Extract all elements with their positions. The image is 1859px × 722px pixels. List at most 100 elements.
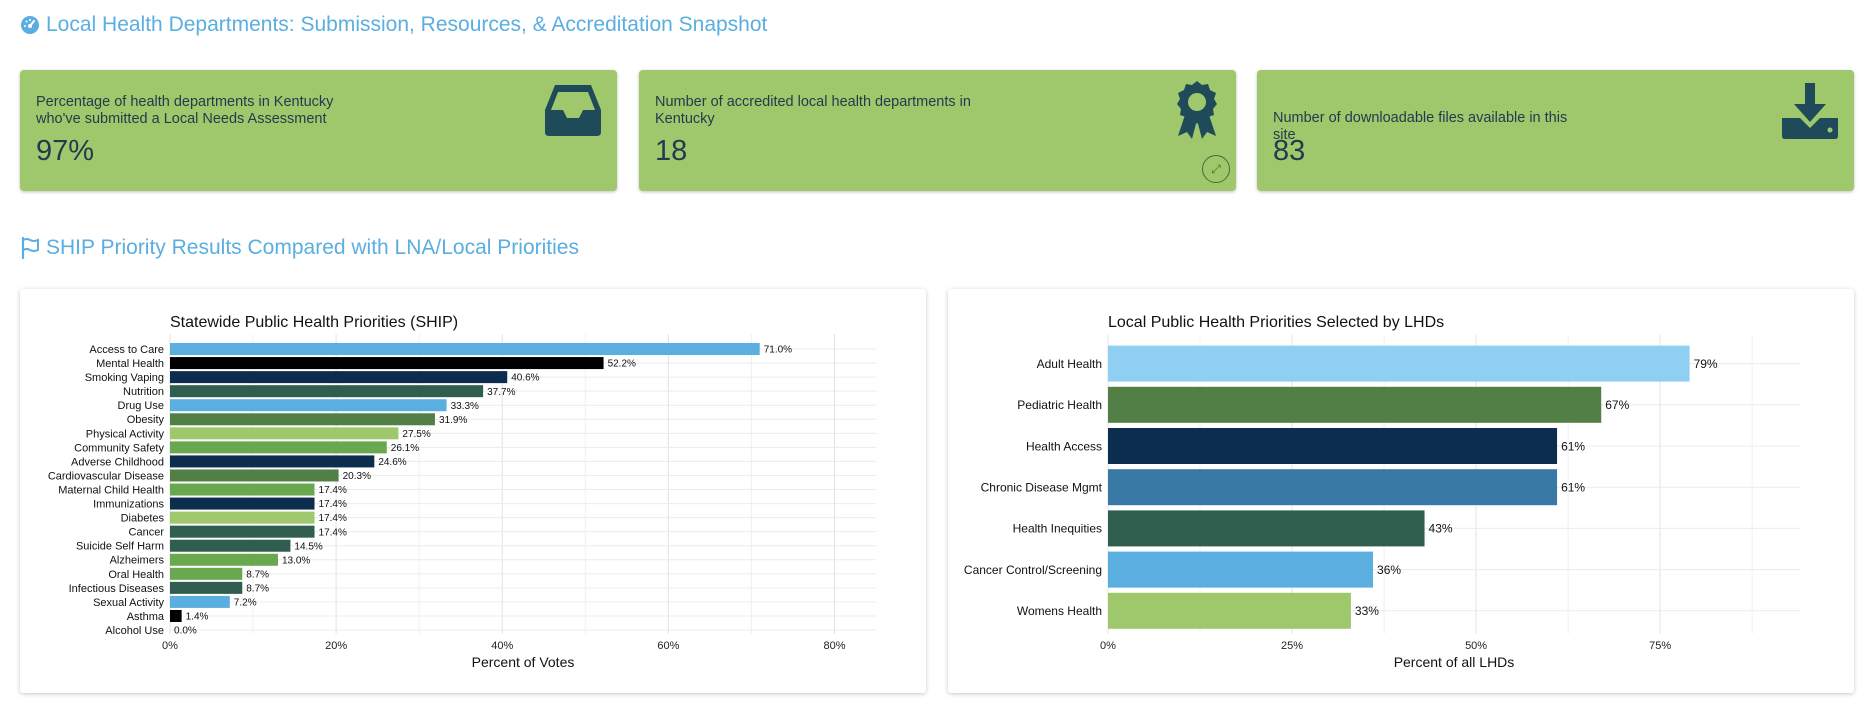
bar: [170, 567, 243, 580]
x-tick-label: 20%: [325, 640, 347, 652]
x-tick-label: 0%: [1100, 640, 1116, 652]
x-tick-label: 40%: [491, 640, 513, 652]
data-label: 27.5%: [402, 429, 430, 440]
bar: [1108, 551, 1374, 588]
bar: [170, 427, 399, 440]
bar: [170, 595, 230, 608]
inbox-tray-icon: [543, 82, 603, 143]
data-label: 61%: [1561, 481, 1585, 495]
category-label: Cardiovascular Disease: [48, 470, 164, 482]
bar: [170, 539, 291, 552]
data-label: 13.0%: [282, 555, 310, 566]
data-label: 37.7%: [487, 387, 515, 398]
category-label: Pediatric Health: [1017, 398, 1102, 412]
section-title-text: SHIP Priority Results Compared with LNA/…: [46, 236, 579, 259]
data-label: 61%: [1561, 439, 1585, 453]
chart-title: Statewide Public Health Priorities (SHIP…: [170, 314, 458, 331]
bar: [170, 455, 375, 468]
bar: [170, 497, 315, 510]
bar: [170, 441, 387, 454]
category-label: Maternal Child Health: [58, 484, 164, 496]
category-label: Cancer: [129, 527, 165, 539]
category-label: Health Inequities: [1013, 522, 1102, 536]
x-axis-label: Percent of Votes: [472, 654, 575, 670]
category-label: Mental Health: [96, 358, 164, 370]
bar: [170, 385, 484, 398]
category-label: Sexual Activity: [93, 597, 164, 609]
category-label: Drug Use: [118, 400, 164, 412]
award-ribbon-icon: [1174, 80, 1220, 145]
bar: [170, 469, 339, 482]
data-label: 0.0%: [174, 626, 197, 637]
x-tick-label: 75%: [1649, 640, 1671, 652]
data-label: 17.4%: [319, 527, 347, 538]
data-label: 40.6%: [511, 373, 539, 384]
bar: [170, 511, 315, 524]
stat-card-label: Percentage of health departments in Kent…: [36, 94, 334, 127]
dashboard-gauge-icon: [20, 15, 40, 35]
category-label: Diabetes: [121, 513, 165, 525]
expand-icon[interactable]: ⤢: [1202, 155, 1230, 183]
page-title-text: Local Health Departments: Submission, Re…: [46, 13, 768, 36]
bar: [1108, 592, 1351, 629]
data-label: 26.1%: [391, 443, 419, 454]
category-label: Adverse Childhood: [71, 456, 164, 468]
bar: [170, 413, 435, 426]
data-label: 17.4%: [319, 485, 347, 496]
ship-chart-panel: 0% 20% 40% 60% 80% Statewide Public Health Pr…: [20, 289, 926, 693]
bar: [170, 399, 447, 412]
bar: [170, 483, 315, 496]
category-label: Adult Health: [1037, 357, 1102, 371]
x-tick-label: 25%: [1281, 640, 1303, 652]
data-label: 79%: [1694, 357, 1718, 371]
category-label: Immunizations: [93, 499, 164, 511]
lhd-chart-panel: 0% 25% 50% 75% Local Public Health Prioritie…: [948, 289, 1854, 693]
data-label: 36%: [1377, 563, 1401, 577]
stat-card-downloads: Number of downloadable files available i…: [1257, 70, 1854, 191]
bar: [170, 525, 315, 538]
category-label: Infectious Diseases: [69, 583, 165, 595]
x-tick-label: 50%: [1465, 640, 1487, 652]
stat-card-label: Number of downloadable files available i…: [1273, 110, 1568, 143]
flag-icon: [20, 237, 40, 259]
data-label: 71.0%: [764, 345, 792, 356]
chart-title: Local Public Health Priorities Selected …: [1108, 314, 1444, 331]
data-label: 33%: [1355, 604, 1379, 618]
stat-card-value: 83: [1273, 135, 1306, 167]
stat-card-value: 97%: [36, 135, 95, 167]
x-tick-label: 0%: [162, 640, 178, 652]
category-label: Smoking Vaping: [85, 372, 164, 384]
data-label: 17.4%: [319, 499, 347, 510]
data-label: 8.7%: [246, 583, 269, 594]
category-label: Alzheimers: [110, 555, 165, 567]
bar: [170, 371, 508, 384]
category-label: Chronic Disease Mgmt: [981, 481, 1103, 495]
page-title: Local Health Departments: Submission, Re…: [20, 13, 767, 37]
data-label: 67%: [1605, 398, 1629, 412]
x-tick-label: 60%: [657, 640, 679, 652]
category-label: Physical Activity: [86, 428, 165, 440]
category-label: Obesity: [127, 414, 165, 426]
data-label: 20.3%: [343, 471, 371, 482]
bar: [170, 357, 604, 370]
data-label: 43%: [1429, 522, 1453, 536]
category-label: Suicide Self Harm: [76, 541, 164, 553]
data-label: 33.3%: [451, 401, 479, 412]
bar: [170, 581, 243, 594]
category-label: Alcohol Use: [105, 625, 164, 637]
x-tick-label: 80%: [823, 640, 845, 652]
stat-card-submissions: Percentage of health departments in Kent…: [20, 70, 617, 191]
category-label: Health Access: [1026, 439, 1102, 453]
data-label: 24.6%: [378, 457, 406, 468]
bar: [1108, 510, 1425, 547]
stat-card-value: 18: [655, 135, 688, 167]
ship-priorities-chart: 0% 20% 40% 60% 80% Statewide Public Health Pr…: [48, 314, 876, 670]
bar: [170, 609, 182, 622]
data-label: 17.4%: [319, 513, 347, 524]
category-label: Access to Care: [89, 344, 164, 356]
data-label: 14.5%: [294, 541, 322, 552]
category-label: Asthma: [127, 611, 165, 623]
category-label: Cancer Control/Screening: [964, 563, 1102, 577]
download-icon: [1780, 82, 1840, 145]
data-label: 8.7%: [246, 569, 269, 580]
